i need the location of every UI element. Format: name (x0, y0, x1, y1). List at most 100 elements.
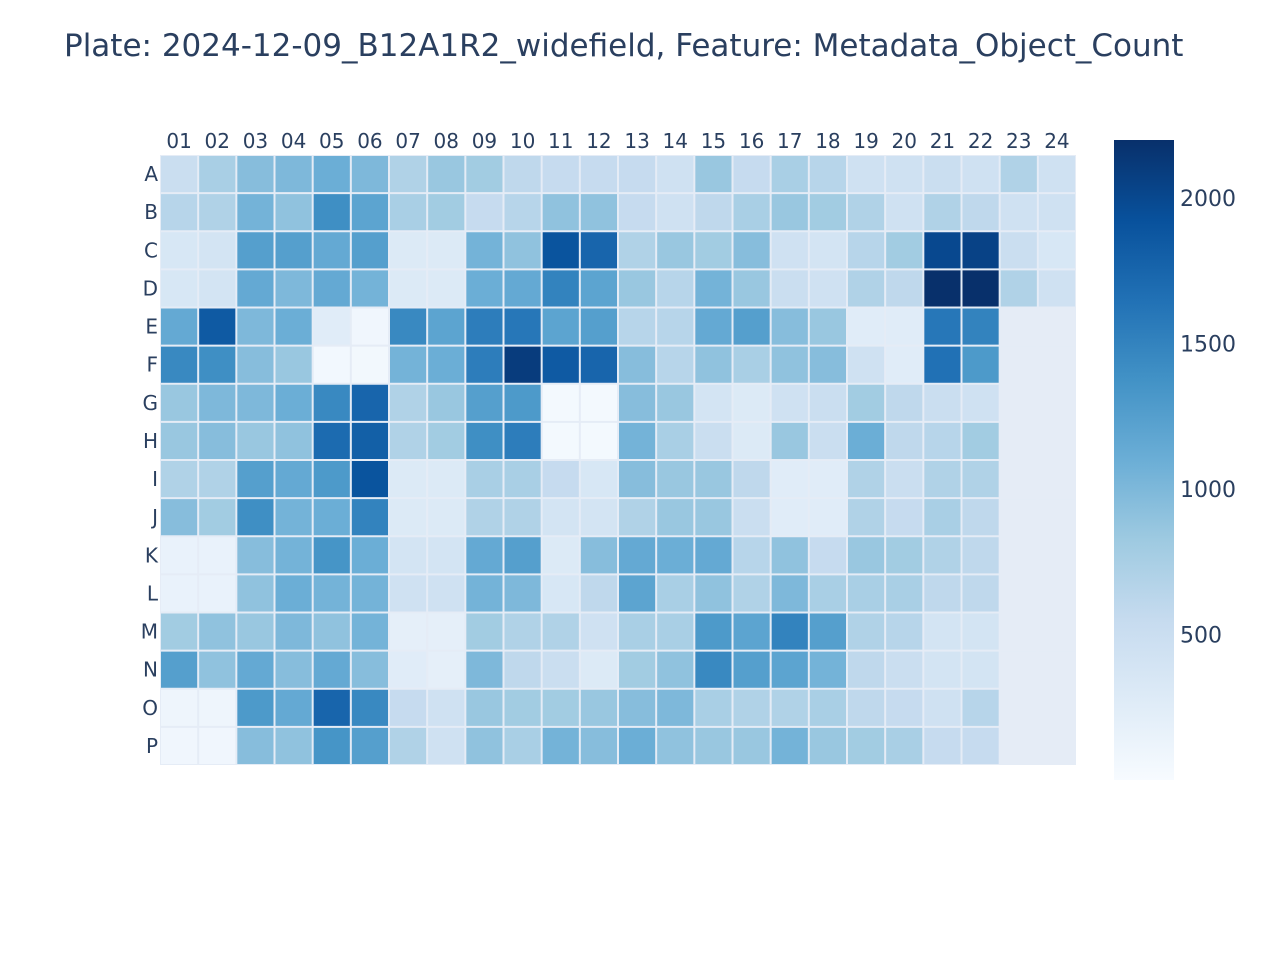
heatmap-cell-D10 (504, 270, 541, 307)
heatmap-cell-L06 (351, 575, 388, 612)
heatmap-cell-B09 (466, 194, 503, 231)
heatmap-cell-O10 (504, 689, 541, 726)
heatmap-cell-L16 (733, 575, 770, 612)
heatmap-cell-D20 (886, 270, 923, 307)
heatmap-cell-F05 (313, 346, 350, 383)
heatmap-cell-D11 (542, 270, 579, 307)
heatmap-cell-G17 (771, 384, 808, 421)
heatmap-cell-K03 (237, 537, 274, 574)
heatmap-cell-D13 (619, 270, 656, 307)
heatmap-cell-M12 (580, 613, 617, 650)
row-label-O: O (142, 696, 158, 720)
heatmap-cell-M10 (504, 613, 541, 650)
heatmap-cell-N18 (809, 651, 846, 688)
heatmap-cell-M16 (733, 613, 770, 650)
heatmap-cell-A01 (161, 156, 198, 193)
heatmap-cell-P16 (733, 727, 770, 765)
heatmap-cell-O19 (848, 689, 885, 726)
heatmap-cell-E15 (695, 308, 732, 345)
row-label-D: D (143, 276, 158, 300)
heatmap-cell-M23 (1000, 613, 1037, 650)
heatmap-cell-D16 (733, 270, 770, 307)
heatmap-cell-B05 (313, 194, 350, 231)
heatmap-cell-I14 (657, 461, 694, 498)
heatmap-cell-K04 (275, 537, 312, 574)
heatmap-cell-C12 (580, 232, 617, 269)
heatmap-cell-A16 (733, 156, 770, 193)
heatmap-cell-P18 (809, 727, 846, 765)
heatmap-cell-O17 (771, 689, 808, 726)
heatmap-cell-G23 (1000, 384, 1037, 421)
heatmap-cell-C11 (542, 232, 579, 269)
colorbar-tick-label: 1500 (1180, 333, 1236, 358)
heatmap-cell-B19 (848, 194, 885, 231)
column-label-09: 09 (472, 129, 497, 153)
heatmap-cell-J22 (962, 499, 999, 536)
heatmap-cell-L19 (848, 575, 885, 612)
heatmap-cell-H17 (771, 422, 808, 460)
heatmap-cell-F11 (542, 346, 579, 383)
heatmap-cell-C15 (695, 232, 732, 269)
heatmap-cell-J20 (886, 499, 923, 536)
heatmap-cell-O20 (886, 689, 923, 726)
row-label-M: M (141, 620, 158, 644)
heatmap-cell-N04 (275, 651, 312, 688)
heatmap-cell-B15 (695, 194, 732, 231)
heatmap-cell-N03 (237, 651, 274, 688)
heatmap-cell-P20 (886, 727, 923, 765)
heatmap-cell-O12 (580, 689, 617, 726)
heatmap-cell-P15 (695, 727, 732, 765)
heatmap-cell-I23 (1000, 461, 1037, 498)
heatmap-cell-L18 (809, 575, 846, 612)
heatmap-cell-M15 (695, 613, 732, 650)
heatmap-cell-L22 (962, 575, 999, 612)
heatmap-cell-A07 (390, 156, 427, 193)
heatmap-cell-G15 (695, 384, 732, 421)
heatmap-cell-I09 (466, 461, 503, 498)
heatmap-cell-G11 (542, 384, 579, 421)
column-label-15: 15 (701, 129, 726, 153)
heatmap-cell-K05 (313, 537, 350, 574)
heatmap-cell-B18 (809, 194, 846, 231)
heatmap-cell-E19 (848, 308, 885, 345)
heatmap-cell-F15 (695, 346, 732, 383)
heatmap-cell-D05 (313, 270, 350, 307)
heatmap-cell-J02 (199, 499, 236, 536)
heatmap-cell-A20 (886, 156, 923, 193)
heatmap-cells (161, 156, 1075, 765)
heatmap-cell-F12 (580, 346, 617, 383)
column-label-14: 14 (663, 129, 688, 153)
heatmap-cell-M01 (161, 613, 198, 650)
heatmap-cell-K24 (1038, 537, 1075, 574)
heatmap-cell-A19 (848, 156, 885, 193)
heatmap-cell-O15 (695, 689, 732, 726)
heatmap-cell-A21 (924, 156, 961, 193)
heatmap-cell-L09 (466, 575, 503, 612)
heatmap-cell-I16 (733, 461, 770, 498)
heatmap-cell-A11 (542, 156, 579, 193)
heatmap-cell-B14 (657, 194, 694, 231)
heatmap-cell-L14 (657, 575, 694, 612)
heatmap-cell-I19 (848, 461, 885, 498)
column-label-13: 13 (624, 129, 649, 153)
row-label-I: I (152, 467, 158, 491)
column-labels: 01 02 03 04 05 06 07 08 09 10 11 12 13 14 15 16 17 18 19 20… (166, 129, 1069, 153)
heatmap-cell-L15 (695, 575, 732, 612)
heatmap-cell-N09 (466, 651, 503, 688)
heatmap-cell-K08 (428, 537, 465, 574)
heatmap-cell-E23 (1000, 308, 1037, 345)
heatmap-cell-I20 (886, 461, 923, 498)
heatmap-cell-L01 (161, 575, 198, 612)
heatmap-cell-B11 (542, 194, 579, 231)
heatmap-cell-A04 (275, 156, 312, 193)
column-label-03: 03 (243, 129, 268, 153)
heatmap-cell-I07 (390, 461, 427, 498)
heatmap-cell-L10 (504, 575, 541, 612)
heatmap-cell-P14 (657, 727, 694, 765)
heatmap-cell-H06 (351, 422, 388, 460)
heatmap-cell-H12 (580, 422, 617, 460)
heatmap-cell-O07 (390, 689, 427, 726)
heatmap-cell-C01 (161, 232, 198, 269)
heatmap-cell-H13 (619, 422, 656, 460)
heatmap-cell-E22 (962, 308, 999, 345)
